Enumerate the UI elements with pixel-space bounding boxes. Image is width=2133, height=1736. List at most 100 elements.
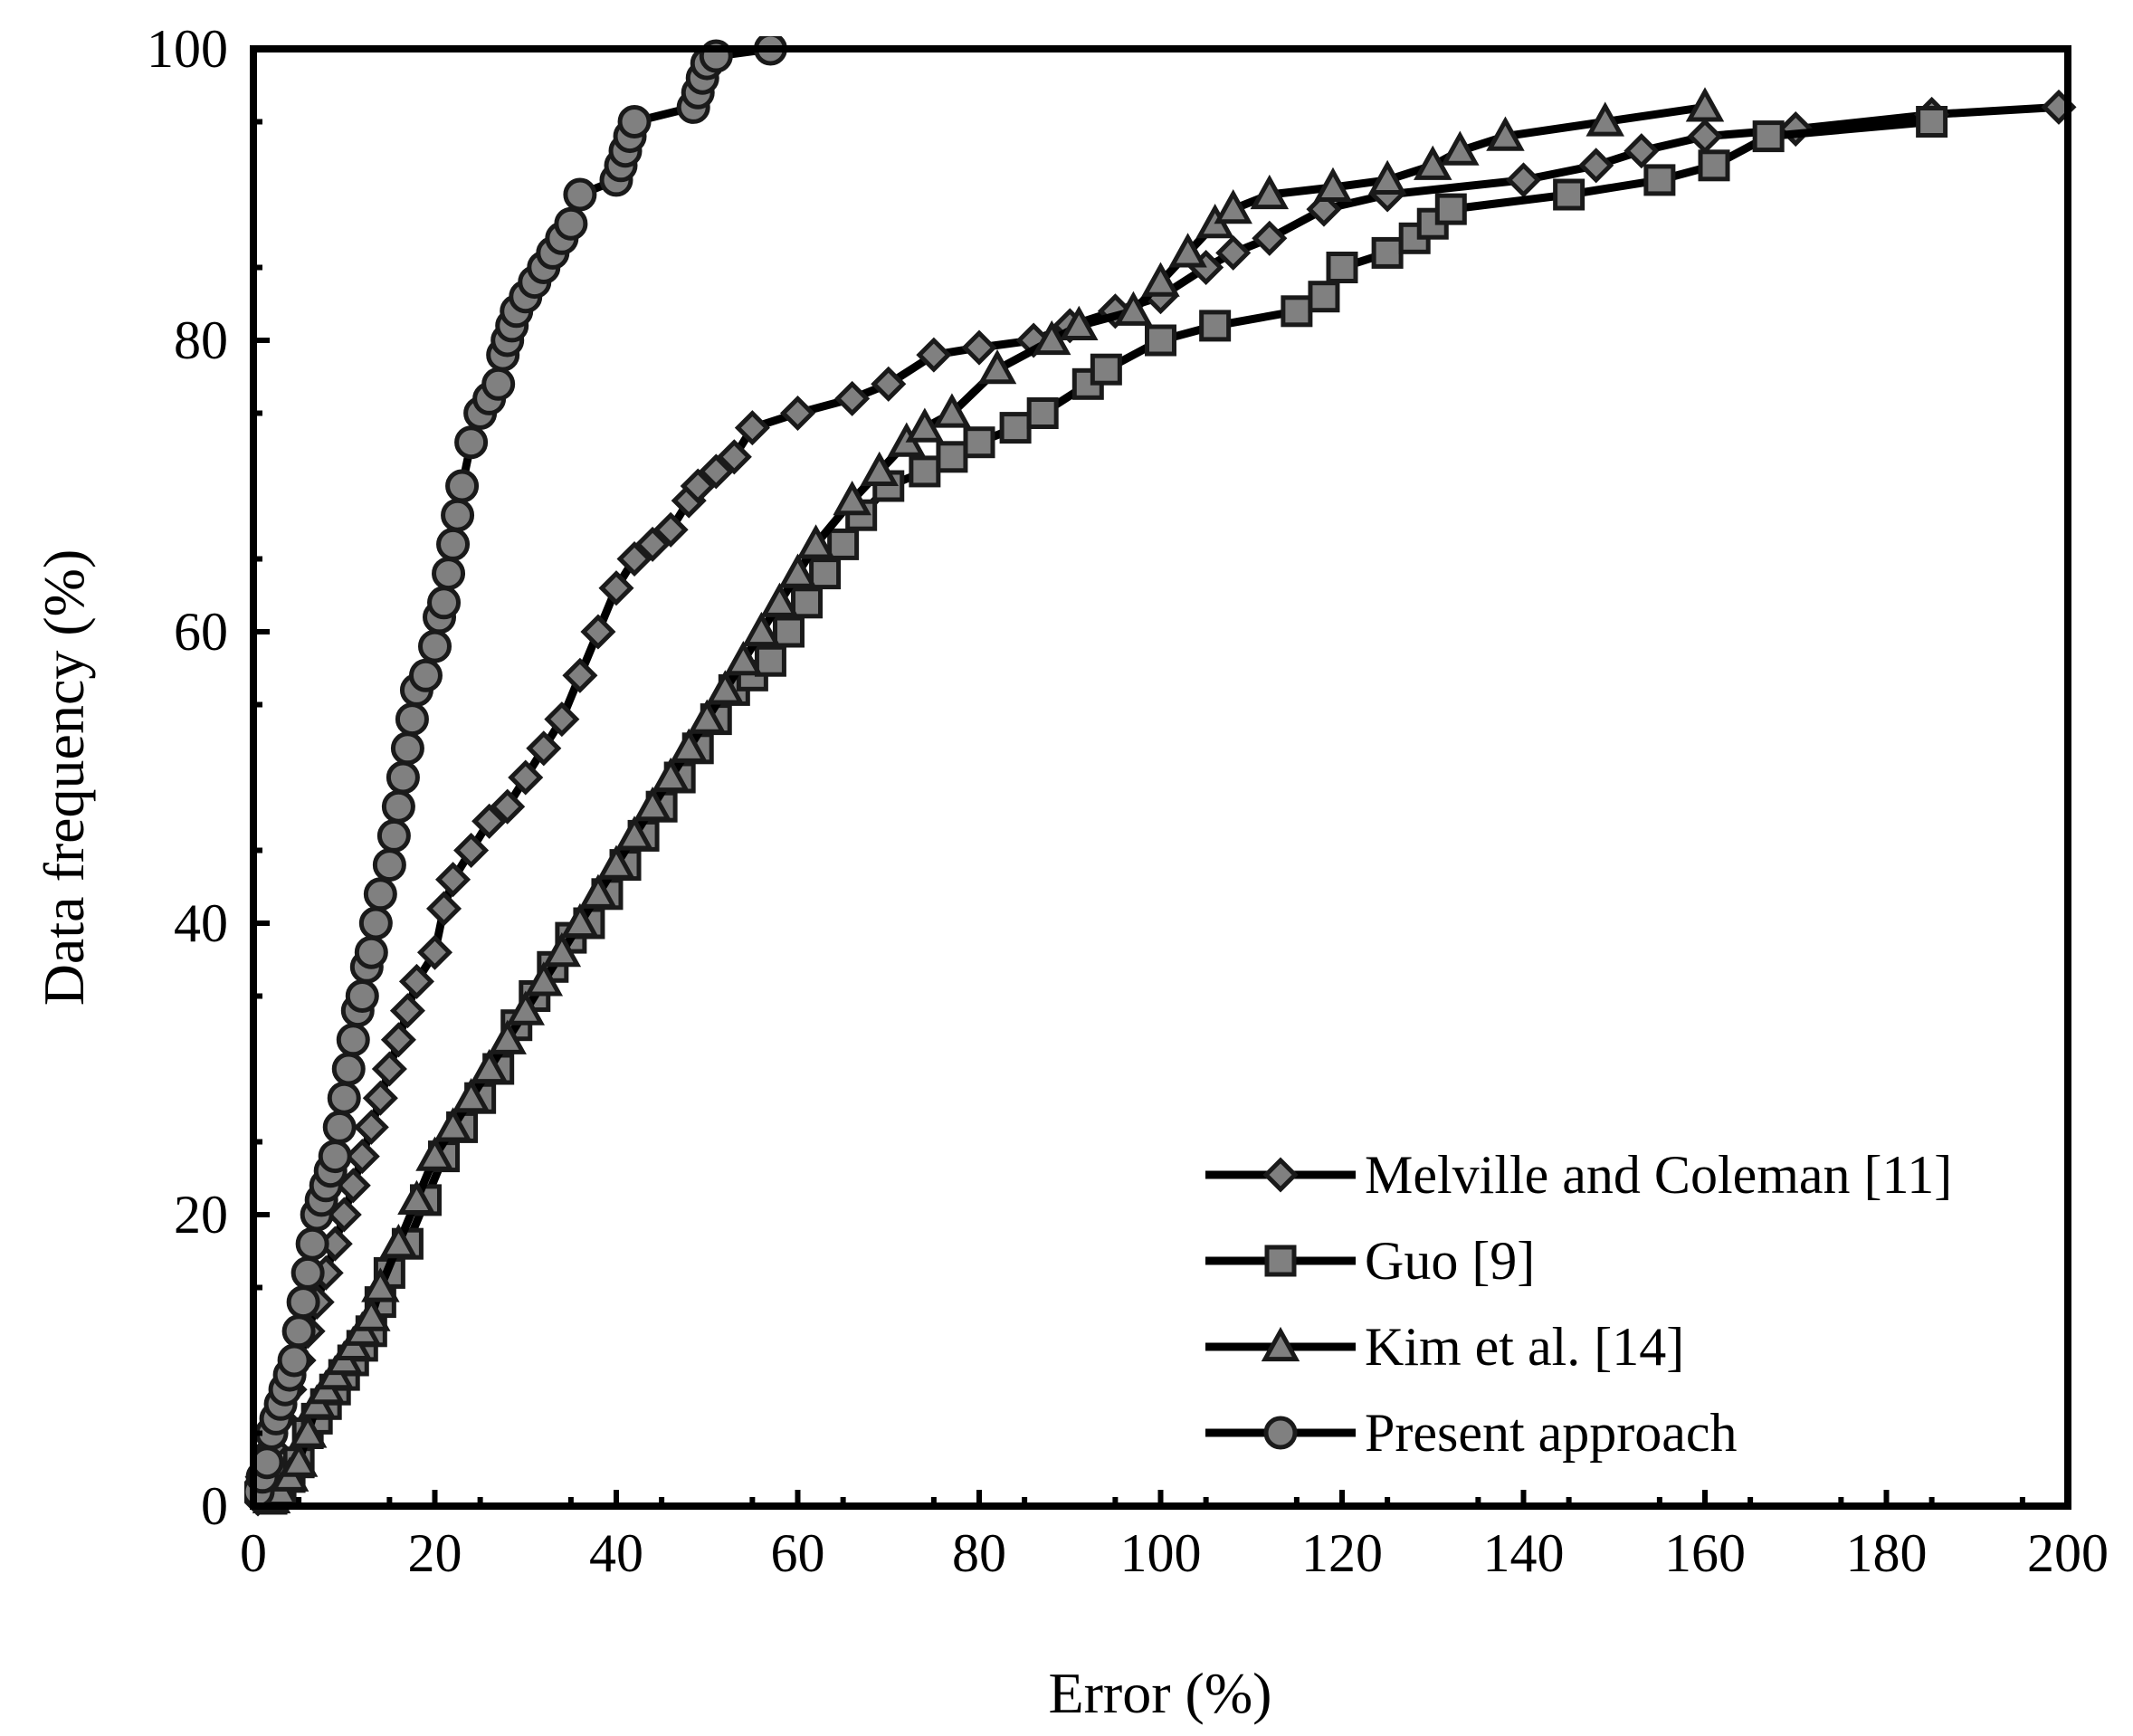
data-point-triangle bbox=[796, 524, 835, 559]
x-tick-label: 180 bbox=[1846, 1523, 1928, 1583]
data-point-diamond bbox=[380, 1022, 416, 1058]
y-tick-label: 60 bbox=[174, 602, 228, 662]
data-point-triangle bbox=[706, 670, 745, 705]
data-point-circle bbox=[617, 105, 652, 138]
data-point-square bbox=[772, 615, 805, 648]
data-point-diamond bbox=[398, 963, 434, 999]
data-point-diamond bbox=[652, 511, 689, 548]
data-point-circle bbox=[381, 789, 415, 824]
data-point-square bbox=[999, 412, 1032, 444]
data-point-diamond bbox=[1624, 133, 1660, 169]
data-point-diamond bbox=[680, 468, 716, 504]
series-circle bbox=[244, 36, 787, 1509]
legend-marker-triangle bbox=[1261, 1326, 1300, 1362]
data-point-triangle bbox=[1214, 188, 1252, 224]
data-point-triangle bbox=[1441, 130, 1480, 166]
x-tick-label: 160 bbox=[1664, 1523, 1746, 1583]
data-point-circle bbox=[281, 1314, 316, 1349]
data-point-circle bbox=[427, 586, 462, 620]
data-point-diamond bbox=[471, 803, 508, 839]
data-point-square bbox=[1281, 295, 1313, 328]
data-point-triangle bbox=[724, 641, 763, 676]
data-point-diamond bbox=[834, 380, 871, 416]
data-point-circle bbox=[318, 1140, 352, 1174]
data-point-square bbox=[1643, 164, 1676, 196]
data-point-diamond bbox=[734, 410, 770, 446]
x-tick-label: 40 bbox=[589, 1523, 643, 1583]
data-point-triangle bbox=[833, 480, 871, 516]
legend-label: Kim et al. [14] bbox=[1365, 1317, 1684, 1377]
series-layer bbox=[244, 36, 2077, 1517]
data-point-triangle bbox=[1367, 159, 1407, 195]
data-point-square bbox=[1145, 324, 1176, 357]
data-point-triangle bbox=[288, 1413, 328, 1448]
data-point-circle bbox=[432, 557, 466, 591]
data-point-diamond bbox=[508, 759, 544, 796]
data-point-diamond bbox=[698, 453, 734, 490]
data-point-circle bbox=[395, 702, 429, 737]
data-point-circle bbox=[336, 1023, 370, 1057]
data-point-circle bbox=[286, 1285, 320, 1320]
legend-marker-circle bbox=[1263, 1416, 1298, 1450]
data-point-triangle bbox=[669, 728, 709, 763]
data-point-square bbox=[1434, 193, 1467, 225]
data-point-triangle bbox=[778, 553, 817, 588]
data-point-diamond bbox=[871, 366, 907, 402]
data-point-square bbox=[1308, 281, 1340, 313]
data-point-diamond bbox=[344, 1139, 380, 1175]
data-point-square bbox=[754, 644, 786, 677]
data-point-diamond bbox=[526, 730, 562, 767]
data-point-diamond bbox=[580, 614, 616, 650]
data-point-diamond bbox=[389, 993, 425, 1029]
data-point-diamond bbox=[1306, 191, 1342, 227]
data-point-circle bbox=[436, 527, 471, 561]
data-point-circle bbox=[376, 818, 411, 853]
data-point-square bbox=[1553, 178, 1585, 211]
y-tick-label: 40 bbox=[174, 893, 228, 953]
data-point-triangle bbox=[1032, 320, 1071, 356]
data-point-square bbox=[1916, 106, 1948, 138]
y-axis-title: Data frequency (%) bbox=[32, 549, 96, 1006]
data-point-circle bbox=[408, 658, 443, 692]
y-tick-label: 100 bbox=[147, 19, 228, 79]
data-point-diamond bbox=[716, 439, 752, 475]
data-point-circle bbox=[418, 629, 452, 663]
data-point-triangle bbox=[651, 757, 690, 793]
data-point-square bbox=[809, 558, 842, 590]
data-point-triangle bbox=[760, 582, 799, 617]
data-point-triangle bbox=[1414, 145, 1452, 180]
data-point-triangle bbox=[397, 1179, 436, 1215]
data-point-triangle bbox=[596, 844, 636, 880]
data-point-triangle bbox=[688, 699, 727, 734]
data-point-triangle bbox=[614, 816, 654, 851]
data-point-triangle bbox=[1585, 101, 1624, 137]
data-point-triangle bbox=[905, 407, 945, 443]
data-point-triangle bbox=[1486, 116, 1525, 151]
x-tick-label: 20 bbox=[408, 1523, 462, 1583]
data-point-circle bbox=[386, 760, 420, 795]
data-point-circle bbox=[327, 1081, 361, 1115]
data-point-diamond bbox=[453, 832, 490, 869]
data-point-circle bbox=[445, 469, 480, 503]
legend-label: Guo [9] bbox=[1365, 1231, 1535, 1291]
data-point-triangle bbox=[977, 349, 1017, 385]
data-point-triangle bbox=[1250, 174, 1290, 210]
x-tick-label: 60 bbox=[771, 1523, 825, 1583]
y-tick-label: 20 bbox=[174, 1185, 228, 1245]
data-point-circle bbox=[331, 1052, 366, 1086]
y-tick-label: 0 bbox=[201, 1476, 228, 1536]
data-point-square bbox=[1752, 120, 1785, 153]
data-point-square bbox=[963, 426, 995, 459]
data-point-circle bbox=[290, 1255, 325, 1290]
legend-item-triangle: Kim et al. [14] bbox=[1205, 1317, 1684, 1377]
legend-item-diamond: Melville and Coleman [11] bbox=[1205, 1145, 1952, 1205]
data-point-diamond bbox=[1252, 220, 1288, 256]
legend-item-square: Guo [9] bbox=[1205, 1231, 1535, 1291]
data-point-triangle bbox=[1114, 291, 1153, 326]
data-point-square bbox=[827, 528, 860, 560]
data-point-triangle bbox=[415, 1136, 454, 1171]
x-axis-title: Error (%) bbox=[1049, 1661, 1272, 1725]
data-point-triangle bbox=[361, 1267, 400, 1302]
